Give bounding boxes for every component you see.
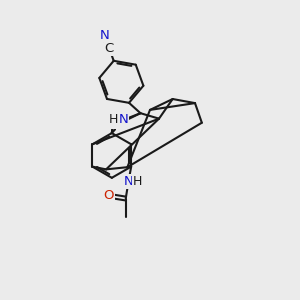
- Text: N: N: [108, 116, 118, 129]
- Text: N: N: [118, 113, 128, 126]
- Text: H: H: [116, 116, 125, 129]
- Text: C: C: [105, 42, 114, 55]
- Text: O: O: [103, 189, 114, 202]
- Text: H: H: [133, 175, 142, 188]
- Text: N: N: [100, 29, 109, 42]
- Text: H: H: [108, 113, 118, 126]
- Text: N: N: [124, 175, 133, 188]
